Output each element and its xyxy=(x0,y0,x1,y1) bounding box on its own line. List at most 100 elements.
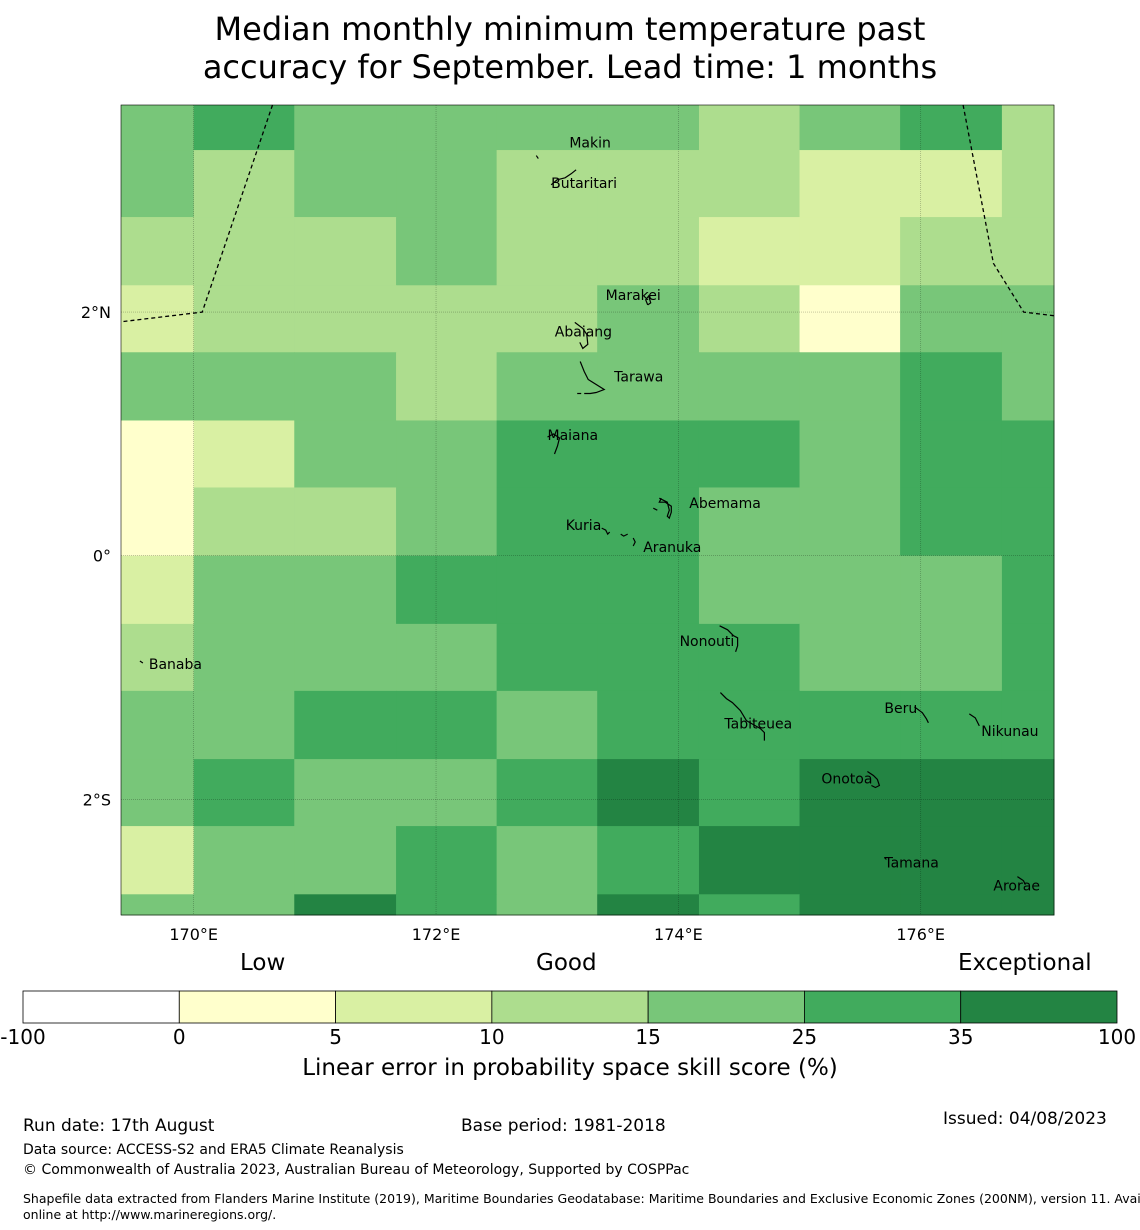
issued-date: Issued: 04/08/2023 xyxy=(943,1109,1107,1129)
skill-cell xyxy=(1001,826,1055,895)
skill-cell xyxy=(121,150,195,218)
skill-cell xyxy=(294,894,397,916)
skill-cell xyxy=(294,690,397,760)
colorbar-segment xyxy=(647,990,805,1024)
skill-cell xyxy=(396,285,498,353)
skill-cell xyxy=(193,420,295,488)
place-label: Makin xyxy=(569,136,611,152)
skill-cell xyxy=(294,285,397,353)
skill-cell xyxy=(496,759,598,827)
skill-cell xyxy=(121,487,195,557)
skill-cell xyxy=(294,150,397,218)
skill-cell xyxy=(900,105,1003,151)
skill-cell xyxy=(900,487,1003,557)
skill-cell xyxy=(121,690,195,760)
place-label: Tarawa xyxy=(613,369,663,385)
skill-cell xyxy=(900,150,1003,218)
skill-cell xyxy=(900,420,1003,488)
skill-cell xyxy=(193,217,295,286)
colorbar-tick-label: 0 xyxy=(172,1025,186,1049)
skill-cell xyxy=(698,285,801,353)
category-good: Good xyxy=(536,950,597,976)
skill-cell xyxy=(121,826,195,895)
skill-cell xyxy=(597,555,700,625)
skill-cell xyxy=(396,555,498,625)
place-label: Kuria xyxy=(566,518,602,534)
base-period: Base period: 1981-2018 xyxy=(461,1116,666,1136)
skill-cell xyxy=(597,150,700,218)
place-labels: Makin Butaritari Marakei Abaiang Tarawa Maian… xyxy=(149,136,1040,895)
island-outline xyxy=(658,497,672,520)
place-label: Beru xyxy=(884,701,917,717)
colorbar-tick-label: 10 xyxy=(479,1025,505,1049)
colorbar-tick-label: 100 xyxy=(1097,1025,1137,1049)
skill-cell xyxy=(396,217,498,286)
skill-cell xyxy=(496,826,598,895)
skill-cell xyxy=(698,690,801,760)
skill-cell xyxy=(597,690,700,760)
skill-cell xyxy=(597,759,700,827)
skill-cell xyxy=(1001,150,1055,218)
skill-cell xyxy=(496,285,598,353)
island-outline xyxy=(574,321,589,350)
shapefile-credit-line-1: Shapefile data extracted from Flanders M… xyxy=(23,1191,1140,1206)
colorbar-segment xyxy=(335,990,493,1024)
skill-cell xyxy=(1001,487,1055,557)
run-date: Run date: 17th August xyxy=(23,1116,215,1136)
skill-cell xyxy=(294,759,397,827)
skill-cell xyxy=(193,352,295,421)
skill-cell xyxy=(1001,690,1055,760)
skill-cell xyxy=(799,894,901,916)
skill-cell xyxy=(294,826,397,895)
skill-cell xyxy=(496,150,598,218)
place-label: Abemama xyxy=(689,496,761,512)
skill-cell xyxy=(1001,285,1055,353)
skill-cell xyxy=(597,487,700,557)
skill-cell xyxy=(900,894,1003,916)
island-outline xyxy=(139,660,144,664)
place-label: Arorae xyxy=(993,879,1040,895)
island-outline xyxy=(867,771,881,789)
island-outline xyxy=(547,433,561,455)
skill-cell xyxy=(799,759,901,827)
skill-cell xyxy=(1001,105,1055,151)
lon-tick-label: 170°E xyxy=(169,925,218,944)
skill-cell xyxy=(799,352,901,421)
skill-cell xyxy=(396,894,498,916)
skill-cell xyxy=(799,690,901,760)
place-label: Marakei xyxy=(606,288,661,304)
island-outline xyxy=(968,713,980,727)
skill-cell xyxy=(1001,217,1055,286)
skill-cell xyxy=(799,217,901,286)
skill-cell xyxy=(597,826,700,895)
skill-cell xyxy=(496,623,598,692)
skill-cell xyxy=(396,150,498,218)
skill-cell xyxy=(193,487,295,557)
skill-cell xyxy=(121,555,195,625)
colorbar-segment xyxy=(178,990,336,1024)
skill-cell xyxy=(193,285,295,353)
colorbar-segment xyxy=(804,990,962,1024)
map-title: Median monthly minimum temperature past … xyxy=(0,10,1140,86)
colorbar-segment xyxy=(22,990,180,1024)
category-low: Low xyxy=(240,950,286,976)
skill-cell xyxy=(799,555,901,625)
skill-cell xyxy=(294,555,397,625)
lat-tick-label: 0° xyxy=(93,547,111,566)
skill-cell xyxy=(396,352,498,421)
island-outline xyxy=(579,361,606,395)
shapefile-credit-line-2: online at http://www.marineregions.org/. xyxy=(23,1207,277,1222)
colorbar-tick-label: 25 xyxy=(791,1025,818,1049)
island-outline xyxy=(883,857,887,860)
skill-cell xyxy=(900,217,1003,286)
lat-tick-label: 2°N xyxy=(81,303,111,322)
skill-cell xyxy=(799,487,901,557)
skill-map: Makin Butaritari Marakei Abaiang Tarawa Maian… xyxy=(81,104,1055,944)
skill-cell xyxy=(799,285,901,353)
skill-cell xyxy=(396,690,498,760)
skill-cell xyxy=(496,217,598,286)
skill-cell xyxy=(799,420,901,488)
skill-cell xyxy=(799,150,901,218)
skill-grid xyxy=(121,105,1055,916)
eez-boundary-line xyxy=(962,104,1055,317)
